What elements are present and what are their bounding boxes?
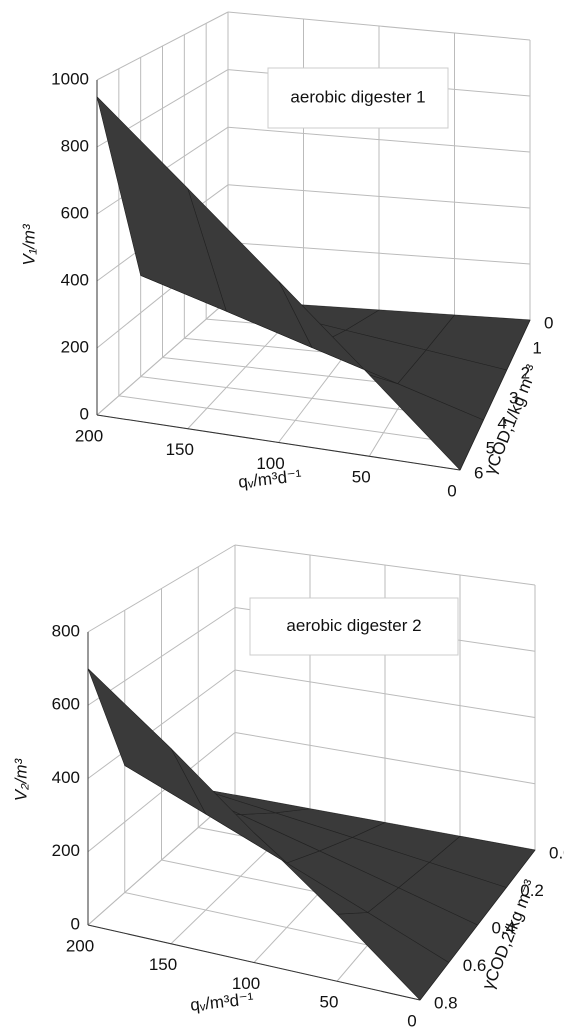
z-axis-label: V₁/m³: [19, 223, 38, 266]
y-tick-label: 0.4: [492, 918, 516, 937]
y-tick-label: 2: [521, 363, 530, 382]
chart: 020040060080010002001501005000123456aero…: [19, 11, 553, 500]
y-tick-label: 0.2: [520, 881, 544, 900]
annotation-box: [249, 597, 459, 656]
y-tick-label: 0: [544, 313, 553, 332]
x-tick-label: 100: [256, 454, 284, 473]
y-tick-label: 0.8: [434, 993, 458, 1012]
y-tick-label: 4: [497, 413, 506, 432]
y-tick-label: 3: [509, 388, 518, 407]
z-tick-label: 600: [61, 203, 89, 222]
x-axis-label: qᵥ/m³d⁻¹: [189, 989, 255, 1015]
x-axis-label: qᵥ/m³d⁻¹: [237, 466, 303, 492]
y-tick-label: 5: [486, 438, 495, 457]
z-tick-label: 800: [61, 136, 89, 155]
x-tick-label: 200: [75, 426, 103, 445]
x-tick-label: 50: [352, 468, 371, 487]
y-tick-label: 0.0: [549, 843, 564, 862]
axis-line: [87, 924, 421, 1001]
z-tick-label: 400: [61, 270, 89, 289]
z-tick-label: 800: [52, 621, 80, 640]
y-tick-label: 6: [474, 463, 483, 482]
x-tick-label: 150: [149, 955, 177, 974]
x-tick-label: 100: [232, 974, 260, 993]
x-tick-label: 0: [447, 481, 456, 500]
grid-line: [118, 395, 472, 446]
z-tick-label: 400: [52, 768, 80, 787]
z-tick-label: 0: [71, 914, 80, 933]
z-tick-label: 0: [80, 404, 89, 423]
x-tick-label: 0: [407, 1011, 416, 1028]
z-axis-label: V₂/m³: [11, 757, 30, 801]
axis-line: [96, 414, 461, 471]
x-tick-label: 50: [320, 993, 339, 1012]
z-tick-label: 600: [52, 695, 80, 714]
annotation: aerobic digester 1: [290, 87, 425, 106]
y-tick-label: 1: [532, 338, 541, 357]
x-tick-label: 150: [166, 440, 194, 459]
z-tick-label: 200: [52, 841, 80, 860]
annotation: aerobic digester 2: [286, 616, 421, 635]
z-tick-label: 1000: [51, 69, 89, 88]
chart: 0 200 400 600 800 200 150 100 50 0 0.0 0.20.4 0.6 0.8…: [11, 544, 564, 1030]
surface-patch: [87, 668, 207, 815]
annotation-box: [267, 67, 449, 129]
surface-patch: [96, 95, 227, 312]
x-tick-label: 200: [66, 936, 94, 955]
z-tick-label: 200: [61, 337, 89, 356]
y-tick-label: 0.6: [463, 956, 487, 975]
